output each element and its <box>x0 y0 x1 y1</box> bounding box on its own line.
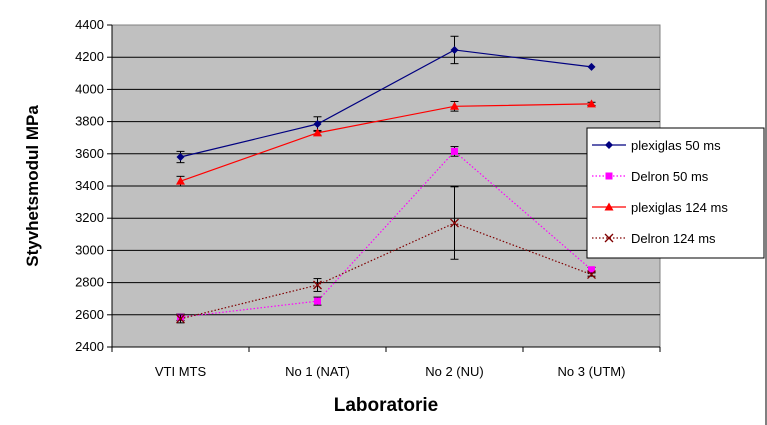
data-point <box>176 314 185 324</box>
data-point <box>313 120 322 129</box>
x-tick-label: No 3 (UTM) <box>558 364 626 379</box>
y-tick-label: 2400 <box>75 339 104 354</box>
series-plexiglas-124-ms <box>176 99 596 187</box>
data-point <box>176 176 185 185</box>
y-axis-ticks: 2400 2600 2800 3000 3200 3400 3600 3800 4000 4200… <box>75 17 113 354</box>
data-point <box>450 218 459 228</box>
y-tick-label: 2800 <box>75 275 104 290</box>
data-point <box>587 99 596 108</box>
y-tick-label: 3400 <box>75 178 104 193</box>
data-point <box>451 147 458 155</box>
data-point <box>314 297 321 305</box>
data-point <box>587 270 596 280</box>
legend-label: Delron 50 ms <box>631 169 709 184</box>
series-plexiglas-50-ms <box>176 35 596 164</box>
legend-item: Delron 124 ms <box>592 231 716 246</box>
legend-label: Delron 124 ms <box>631 231 716 246</box>
legend-swatch-marker <box>605 172 613 180</box>
legend-label: plexiglas 124 ms <box>631 200 728 215</box>
data-point <box>587 62 596 71</box>
series-line <box>180 49 592 158</box>
legend: plexiglas 50 ms Delron 50 ms plexiglas 124… <box>586 127 765 259</box>
x-tick-label: No 1 (NAT) <box>285 364 350 379</box>
series-delron-124-ms <box>176 186 596 324</box>
x-axis-title: Laboratorie <box>334 395 439 416</box>
y-axis-title: Styvhetsmodul MPa <box>23 105 42 267</box>
data-point <box>450 101 459 110</box>
legend-item: Delron 50 ms <box>592 169 709 184</box>
y-tick-label: 4400 <box>75 17 104 32</box>
y-tick-label: 2600 <box>75 307 104 322</box>
legend-label: plexiglas 50 ms <box>631 138 721 153</box>
y-tick-label: 3200 <box>75 210 104 225</box>
data-point <box>588 266 595 274</box>
legend-swatch-marker <box>604 202 614 211</box>
y-tick-label: 3800 <box>75 114 104 129</box>
data-point <box>450 45 459 54</box>
y-tick-label: 4200 <box>75 49 104 64</box>
data-point <box>313 128 322 137</box>
x-tick-label: VTI MTS <box>155 364 207 379</box>
y-tick-label: 3600 <box>75 146 104 161</box>
gridlines <box>112 56 660 316</box>
series-line <box>180 222 592 320</box>
legend-box <box>586 127 765 259</box>
series-line <box>180 150 592 318</box>
series-line <box>180 103 592 182</box>
x-axis-ticks: VTI MTS No 1 (NAT) No 2 (NU) No 3 (UTM) <box>111 346 661 379</box>
legend-item: plexiglas 124 ms <box>592 200 728 215</box>
legend-swatch-marker <box>605 141 613 149</box>
data-point <box>176 153 185 162</box>
legend-item: plexiglas 50 ms <box>592 138 721 153</box>
y-tick-label: 4000 <box>75 81 104 96</box>
data-point <box>313 280 322 290</box>
y-tick-label: 3000 <box>75 242 104 257</box>
legend-swatch-marker <box>604 233 614 243</box>
series-layer <box>176 35 596 324</box>
x-tick-label: No 2 (NU) <box>425 364 484 379</box>
